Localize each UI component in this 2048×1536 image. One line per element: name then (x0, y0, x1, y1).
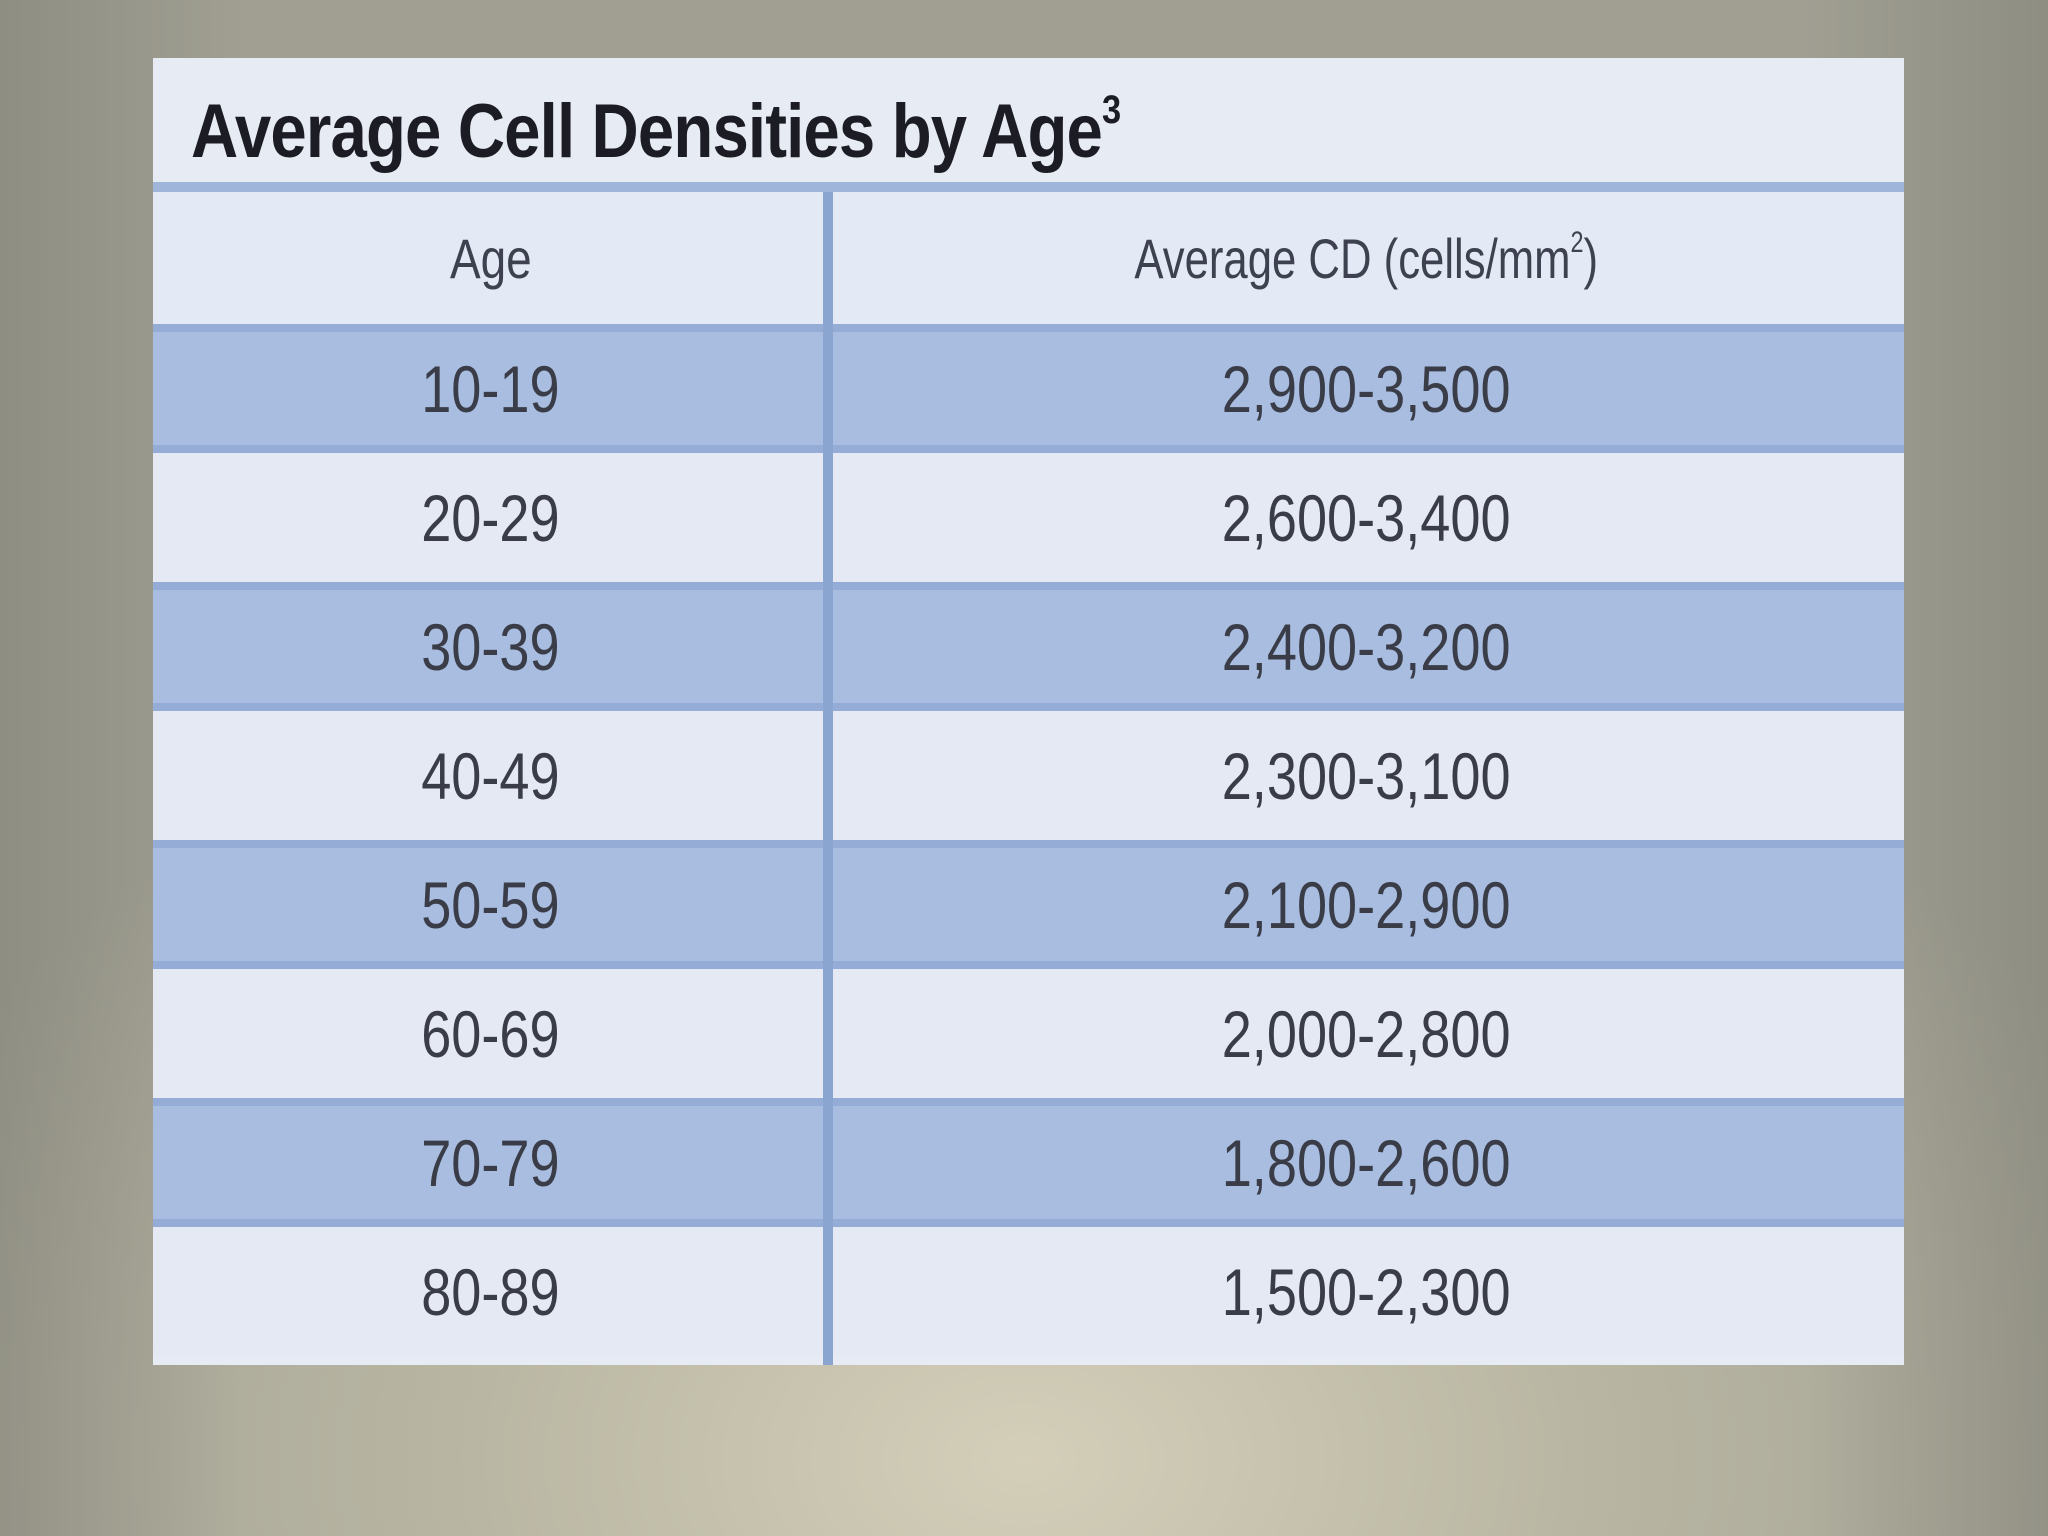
header-cd-close: ) (1583, 226, 1598, 290)
table-title: Average Cell Densities by Age3 (191, 72, 1121, 192)
age-cell: 60-69 (153, 969, 828, 1098)
cd-value: 2,400-3,200 (1221, 609, 1511, 684)
cd-value: 2,900-3,500 (1221, 351, 1511, 426)
header-average-cd: Average CD (cells/mm2) (828, 192, 1904, 324)
table-title-text: Average Cell Densities by Age (191, 89, 1103, 174)
table-row: 60-69 2,000-2,800 (153, 969, 1904, 1098)
age-value: 40-49 (421, 738, 560, 813)
header-cd-text: Average CD (cells/mm (1134, 226, 1571, 290)
cd-cell: 2,900-3,500 (828, 324, 1904, 453)
age-cell: 10-19 (153, 324, 828, 453)
table-row: 10-19 2,900-3,500 (153, 324, 1904, 453)
table-row: 80-89 1,500-2,300 (153, 1227, 1904, 1356)
age-value: 10-19 (421, 351, 560, 426)
cd-value: 2,300-3,100 (1221, 738, 1511, 813)
age-cell: 50-59 (153, 840, 828, 969)
age-cell: 30-39 (153, 582, 828, 711)
table-header-row: Age Average CD (cells/mm2) (153, 192, 1904, 324)
cd-value: 2,600-3,400 (1221, 480, 1511, 555)
cd-cell: 2,100-2,900 (828, 840, 1904, 969)
cd-value: 1,800-2,600 (1221, 1125, 1511, 1200)
cd-cell: 2,400-3,200 (828, 582, 1904, 711)
table-row: 50-59 2,100-2,900 (153, 840, 1904, 969)
age-value: 60-69 (421, 996, 560, 1071)
column-divider (823, 192, 833, 1365)
cd-value: 2,000-2,800 (1221, 996, 1511, 1071)
cell-density-table: Age Average CD (cells/mm2) 10-19 2,900-3… (153, 192, 1904, 1356)
table-row: 70-79 1,800-2,600 (153, 1098, 1904, 1227)
table-row: 40-49 2,300-3,100 (153, 711, 1904, 840)
cd-cell: 1,500-2,300 (828, 1227, 1904, 1356)
table-row: 30-39 2,400-3,200 (153, 582, 1904, 711)
header-age: Age (153, 192, 828, 324)
cd-cell: 2,300-3,100 (828, 711, 1904, 840)
header-age-label: Age (449, 226, 532, 290)
cd-value: 2,100-2,900 (1221, 867, 1511, 942)
age-value: 30-39 (421, 609, 560, 684)
age-cell: 80-89 (153, 1227, 828, 1356)
table-card: Average Cell Densities by Age3 Age Avera… (153, 58, 1904, 1365)
cd-cell: 1,800-2,600 (828, 1098, 1904, 1227)
table-row: 20-29 2,600-3,400 (153, 453, 1904, 582)
cd-cell: 2,000-2,800 (828, 969, 1904, 1098)
age-cell: 40-49 (153, 711, 828, 840)
header-cd-label: Average CD (cells/mm2) (1134, 226, 1598, 291)
age-value: 80-89 (421, 1254, 560, 1329)
age-cell: 20-29 (153, 453, 828, 582)
age-value: 20-29 (421, 480, 560, 555)
cd-cell: 2,600-3,400 (828, 453, 1904, 582)
age-cell: 70-79 (153, 1098, 828, 1227)
age-value: 50-59 (421, 867, 560, 942)
header-cd-superscript: 2 (1570, 225, 1584, 259)
title-footnote-ref: 3 (1102, 87, 1121, 132)
cd-value: 1,500-2,300 (1221, 1254, 1511, 1329)
age-value: 70-79 (421, 1125, 560, 1200)
title-rule (153, 182, 1904, 192)
